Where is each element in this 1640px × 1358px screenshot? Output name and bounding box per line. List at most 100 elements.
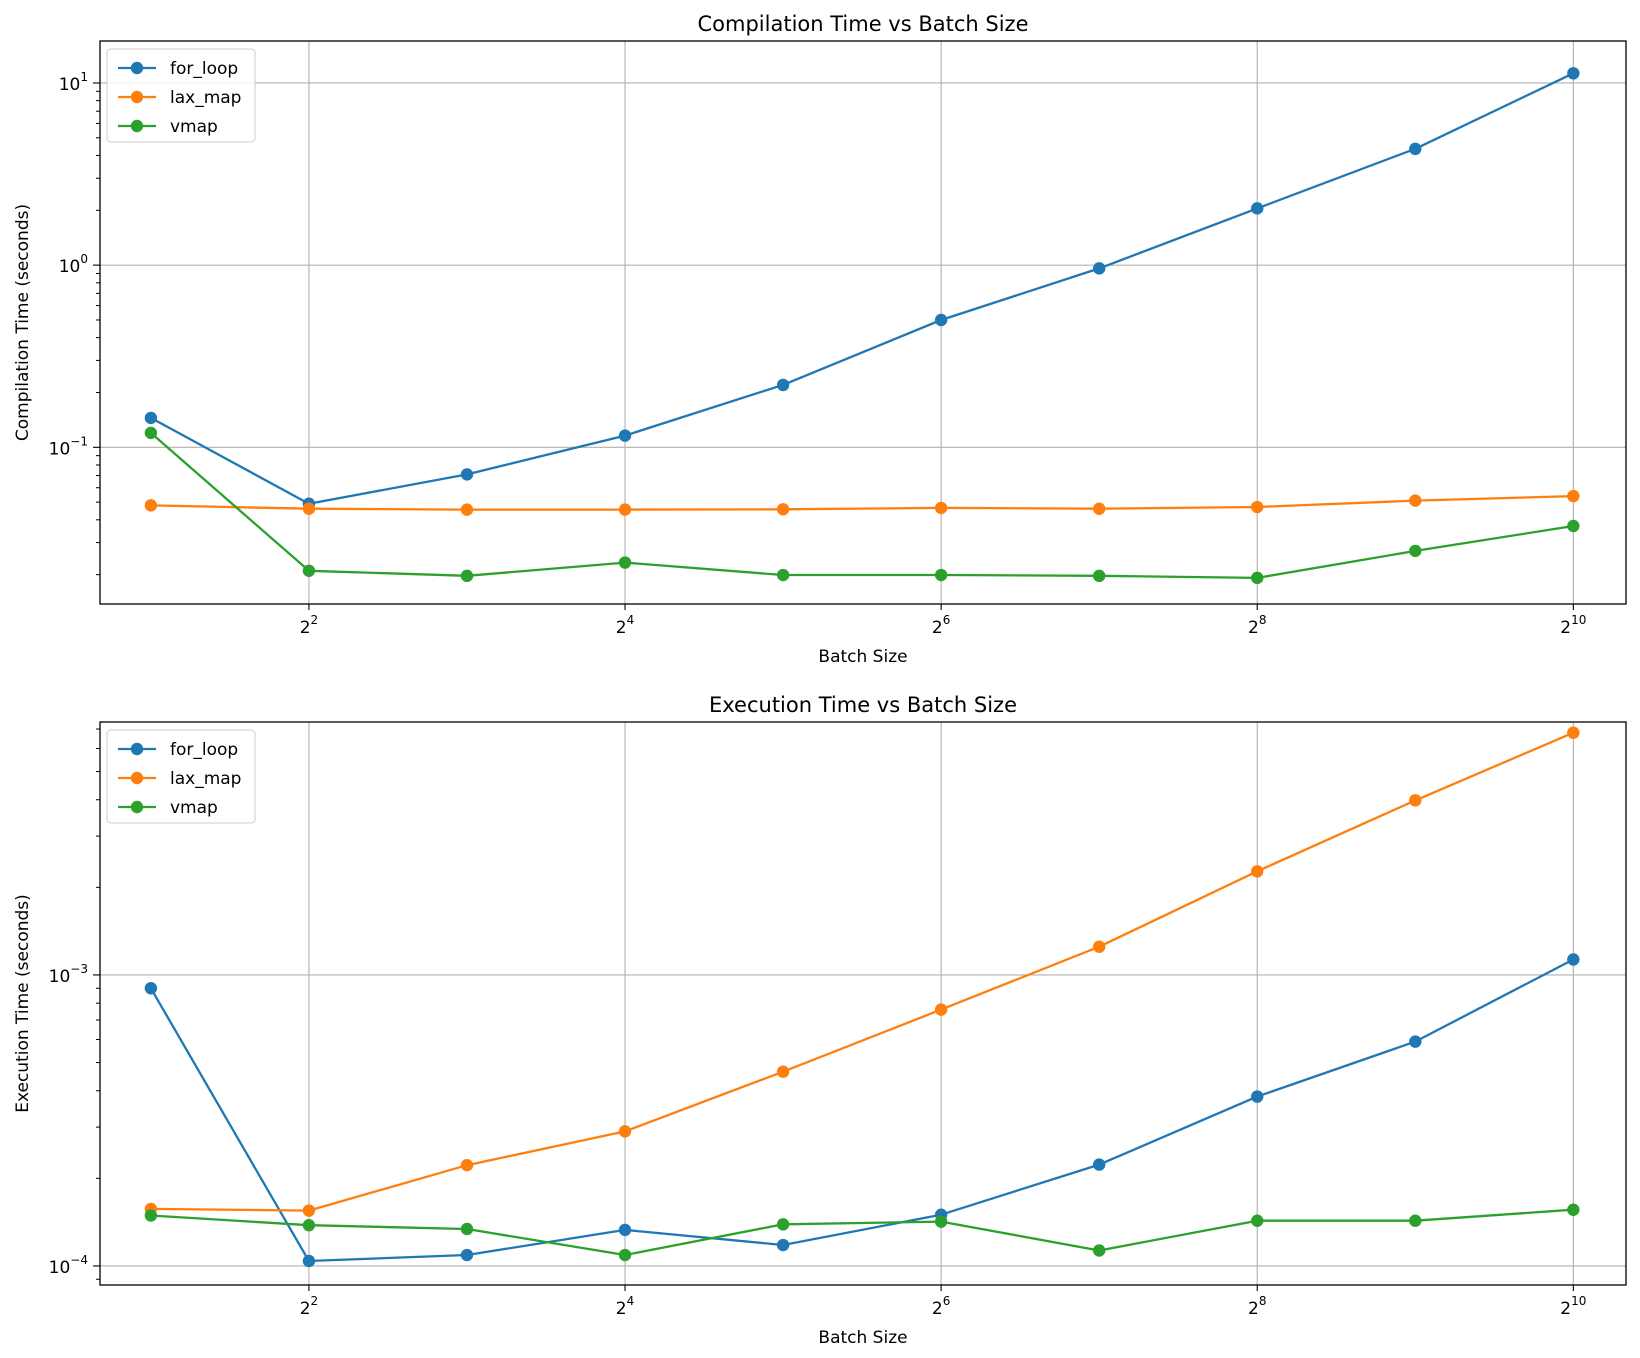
data-point-vmap: [144, 1209, 158, 1222]
data-point-for_loop: [776, 378, 790, 392]
x-tick-base: 2: [1248, 1299, 1259, 1319]
y-tick-label: 100: [59, 252, 88, 277]
data-point-for_loop: [618, 429, 632, 442]
legend-box: [106, 729, 256, 824]
x-tick-label: 28: [1248, 1294, 1266, 1319]
data-point-vmap: [1251, 571, 1264, 585]
x-tick-base: 2: [616, 1299, 627, 1319]
x-tick-exponent: 8: [1259, 613, 1267, 627]
data-point-lax_map: [144, 499, 158, 512]
x-tick-base: 2: [932, 618, 943, 638]
data-point-vmap: [144, 426, 158, 440]
series-vmap: [144, 426, 1580, 585]
data-point-vmap: [302, 564, 316, 577]
series-for_loop: [144, 953, 1580, 1268]
data-point-lax_map: [934, 501, 948, 515]
data-point-lax_map: [460, 1158, 474, 1172]
x-tick-base: 2: [300, 1299, 311, 1319]
legend-marker: [130, 742, 144, 756]
x-tick-label: 26: [932, 1294, 950, 1319]
y-tick-label: 10−3: [49, 962, 88, 987]
chart-title: Compilation Time vs Batch Size: [698, 12, 1029, 36]
data-point-for_loop: [302, 1254, 316, 1268]
legend-label: vmap: [170, 798, 218, 818]
x-tick-base: 2: [616, 618, 627, 638]
legend-marker: [130, 90, 144, 104]
data-point-for_loop: [1092, 1158, 1106, 1171]
data-point-for_loop: [1409, 142, 1422, 156]
y-axis: 10 −1 100 101: [49, 70, 100, 459]
y-tick-exponent: 0: [80, 252, 88, 266]
data-point-vmap: [460, 1222, 474, 1236]
data-point-vmap: [302, 1219, 316, 1232]
x-tick-exponent: 6: [943, 613, 951, 627]
x-tick-label: 28: [1248, 613, 1266, 638]
legend-label: vmap: [170, 117, 218, 137]
x-tick-label: 26: [932, 613, 950, 638]
data-point-for_loop: [1567, 953, 1580, 966]
data-point-vmap: [1409, 1214, 1422, 1227]
data-point-lax_map: [1409, 794, 1422, 807]
legend-label: for_loop: [170, 740, 238, 760]
series-lax_map: [144, 489, 1580, 516]
data-point-vmap: [934, 568, 948, 582]
legend-marker: [130, 61, 144, 75]
legend-box: [106, 48, 256, 143]
x-axis-label: Batch Size: [818, 1328, 907, 1348]
y-axis-label: Execution Time (seconds): [13, 894, 33, 1113]
data-point-lax_map: [1409, 494, 1422, 507]
grid: [100, 722, 1626, 1285]
x-tick-exponent: 8: [1259, 1294, 1267, 1308]
x-tick-exponent: 10: [1571, 1294, 1586, 1308]
x-tick-label: 22: [300, 613, 318, 638]
legend-item-vmap: vmap: [118, 798, 218, 818]
data-point-vmap: [1409, 544, 1422, 558]
data-point-for_loop: [460, 1248, 474, 1262]
y-minor-ticks: [96, 728, 100, 1280]
legend-item-vmap: vmap: [118, 117, 218, 137]
x-tick-exponent: 4: [627, 613, 635, 627]
series-line-for_loop: [150, 72, 1574, 505]
data-point-vmap: [618, 1248, 632, 1262]
data-point-for_loop: [934, 313, 948, 327]
data-point-for_loop: [1092, 262, 1106, 275]
y-axis: 10−410−3: [49, 962, 100, 1278]
y-tick-base: 10: [59, 75, 81, 95]
legend-item-lax_map: lax_map: [118, 88, 241, 108]
x-tick-exponent: 2: [311, 613, 319, 627]
data-point-lax_map: [302, 502, 316, 515]
x-tick-label: 210: [1560, 613, 1586, 638]
data-point-vmap: [1092, 569, 1106, 583]
series-line-for_loop: [149, 958, 1574, 1263]
data-point-lax_map: [1567, 726, 1580, 739]
data-point-for_loop: [1251, 1090, 1264, 1103]
y-tick-exponent: −4: [70, 1253, 88, 1267]
y-tick-base: 10: [49, 1258, 71, 1278]
data-point-vmap: [776, 568, 790, 582]
data-point-vmap: [776, 1218, 790, 1231]
x-tick-base: 2: [300, 618, 311, 638]
data-point-vmap: [618, 556, 632, 569]
x-tick-exponent: 2: [311, 1294, 319, 1308]
data-point-lax_map: [618, 1125, 632, 1138]
data-point-vmap: [460, 569, 474, 583]
data-point-vmap: [1567, 519, 1580, 533]
y-tick-exponent: −3: [70, 962, 88, 976]
series-vmap: [144, 1203, 1580, 1262]
series-line-vmap: [150, 432, 1574, 580]
legend-marker: [130, 771, 144, 785]
data-point-for_loop: [1409, 1035, 1422, 1048]
y-tick-base: 10: [49, 967, 71, 987]
data-point-for_loop: [776, 1238, 790, 1252]
x-axis: 22 24 26 28 210: [300, 604, 1586, 638]
x-axis: 22 24 26 28 210: [300, 1285, 1586, 1319]
y-tick-exponent: −1: [70, 434, 88, 448]
legend-label: lax_map: [170, 88, 241, 108]
plot-frame: [99, 40, 1627, 605]
data-point-lax_map: [934, 1003, 948, 1016]
y-tick-label: 101: [59, 70, 88, 95]
x-axis-label: Batch Size: [818, 647, 907, 667]
data-point-lax_map: [618, 503, 632, 516]
y-tick-label: 10−4: [49, 1253, 88, 1278]
